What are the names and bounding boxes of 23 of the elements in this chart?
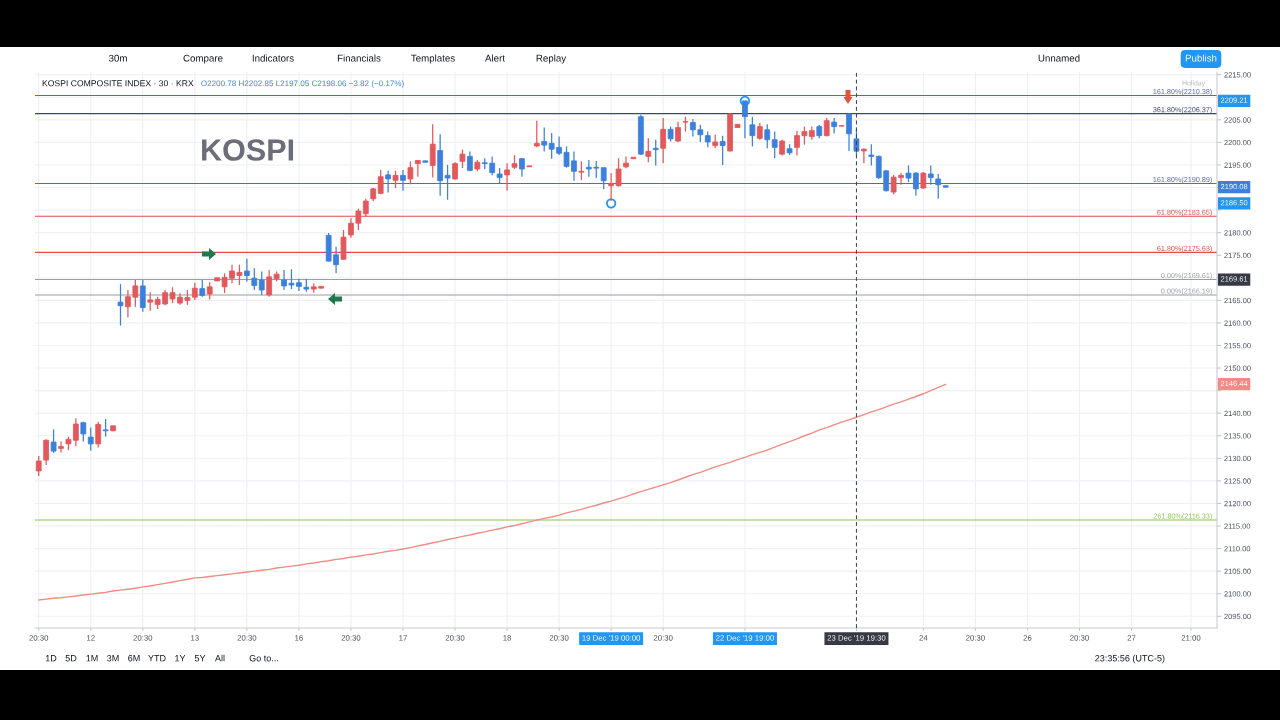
text: O2200.78 H2202.85 L2197.05 C2198.06 −3.82 (−0.17%): [201, 80, 404, 88]
text: Publish: [1185, 54, 1217, 62]
text: Templates: [411, 54, 455, 64]
text: 6M: [128, 655, 140, 662]
text: Compare: [183, 54, 223, 64]
text: 30m: [108, 54, 127, 62]
text: All: [215, 654, 225, 662]
text: Go to...: [249, 655, 278, 662]
text: 1Y: [175, 655, 186, 662]
annotation: KOSPI: [202, 139, 294, 161]
text: 23:35:56 (UTC-5): [1095, 654, 1165, 664]
text: YTD: [148, 655, 166, 662]
text: Unnamed: [1038, 54, 1080, 62]
text: Alert: [485, 54, 505, 62]
text: 3M: [107, 655, 119, 662]
text: 1D: [45, 655, 57, 662]
text: 5D: [65, 655, 77, 662]
text: 5Y: [194, 655, 206, 662]
text: Indicators: [252, 54, 294, 62]
text: 1M: [86, 655, 98, 662]
text: Replay: [536, 54, 567, 64]
text: Financials: [337, 54, 381, 62]
text: KOSPI COMPOSITE INDEX · 30 · KRX: [42, 80, 194, 87]
